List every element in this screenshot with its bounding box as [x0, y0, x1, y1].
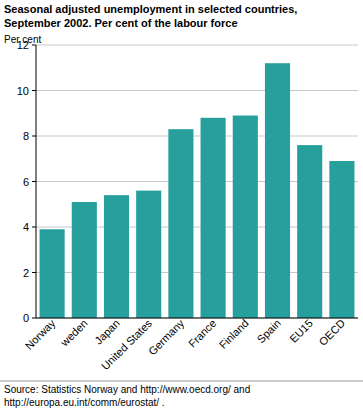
bar	[104, 195, 129, 318]
grid-line	[36, 136, 358, 137]
category-label: weden	[58, 317, 90, 349]
tick	[32, 318, 36, 319]
grid-line	[36, 318, 358, 319]
bar	[329, 161, 354, 318]
category-label: Japan	[92, 317, 122, 347]
tick	[32, 272, 36, 273]
bar	[136, 191, 161, 318]
bar	[265, 63, 290, 318]
category-label: Germany	[146, 317, 187, 358]
grid-line	[36, 90, 358, 91]
source: Source: Statistics Norway and http://www…	[4, 384, 250, 395]
category-label: EU15	[287, 317, 315, 345]
category-label: Finland	[217, 317, 251, 351]
bar	[72, 202, 97, 318]
category-label: United States	[99, 317, 155, 373]
tick-label: 4	[23, 221, 29, 233]
grid-line	[36, 45, 358, 46]
bar	[40, 229, 65, 318]
separator	[0, 381, 363, 382]
bar	[297, 145, 322, 318]
tick	[32, 181, 36, 182]
category-label: OECD	[316, 317, 347, 348]
tick	[32, 45, 36, 46]
subtitle: September 2002. Per cent of the labour f…	[4, 17, 238, 29]
tick-label: 12	[17, 39, 29, 51]
source: http://europa.eu.int/comm/eurostat/ .	[4, 397, 165, 408]
tick-label: 0	[23, 312, 29, 324]
tick	[32, 227, 36, 228]
category-label: Spain	[255, 317, 283, 345]
bar	[233, 116, 258, 318]
chart: Seasonal adjusted unemployment in select…	[0, 0, 363, 409]
category-label: Norway	[23, 317, 58, 352]
tick-label: 8	[23, 130, 29, 142]
tick-label: 6	[23, 176, 29, 188]
category-label: France	[186, 317, 219, 350]
y-axis	[36, 45, 37, 318]
tick	[32, 136, 36, 137]
tick	[32, 90, 36, 91]
tick-label: 2	[23, 267, 29, 279]
x-axis	[36, 318, 358, 319]
bars	[40, 63, 355, 318]
bar	[168, 129, 193, 318]
title: Seasonal adjusted unemployment in select…	[4, 3, 297, 15]
tick-label: 10	[17, 85, 29, 97]
bar	[201, 118, 226, 318]
